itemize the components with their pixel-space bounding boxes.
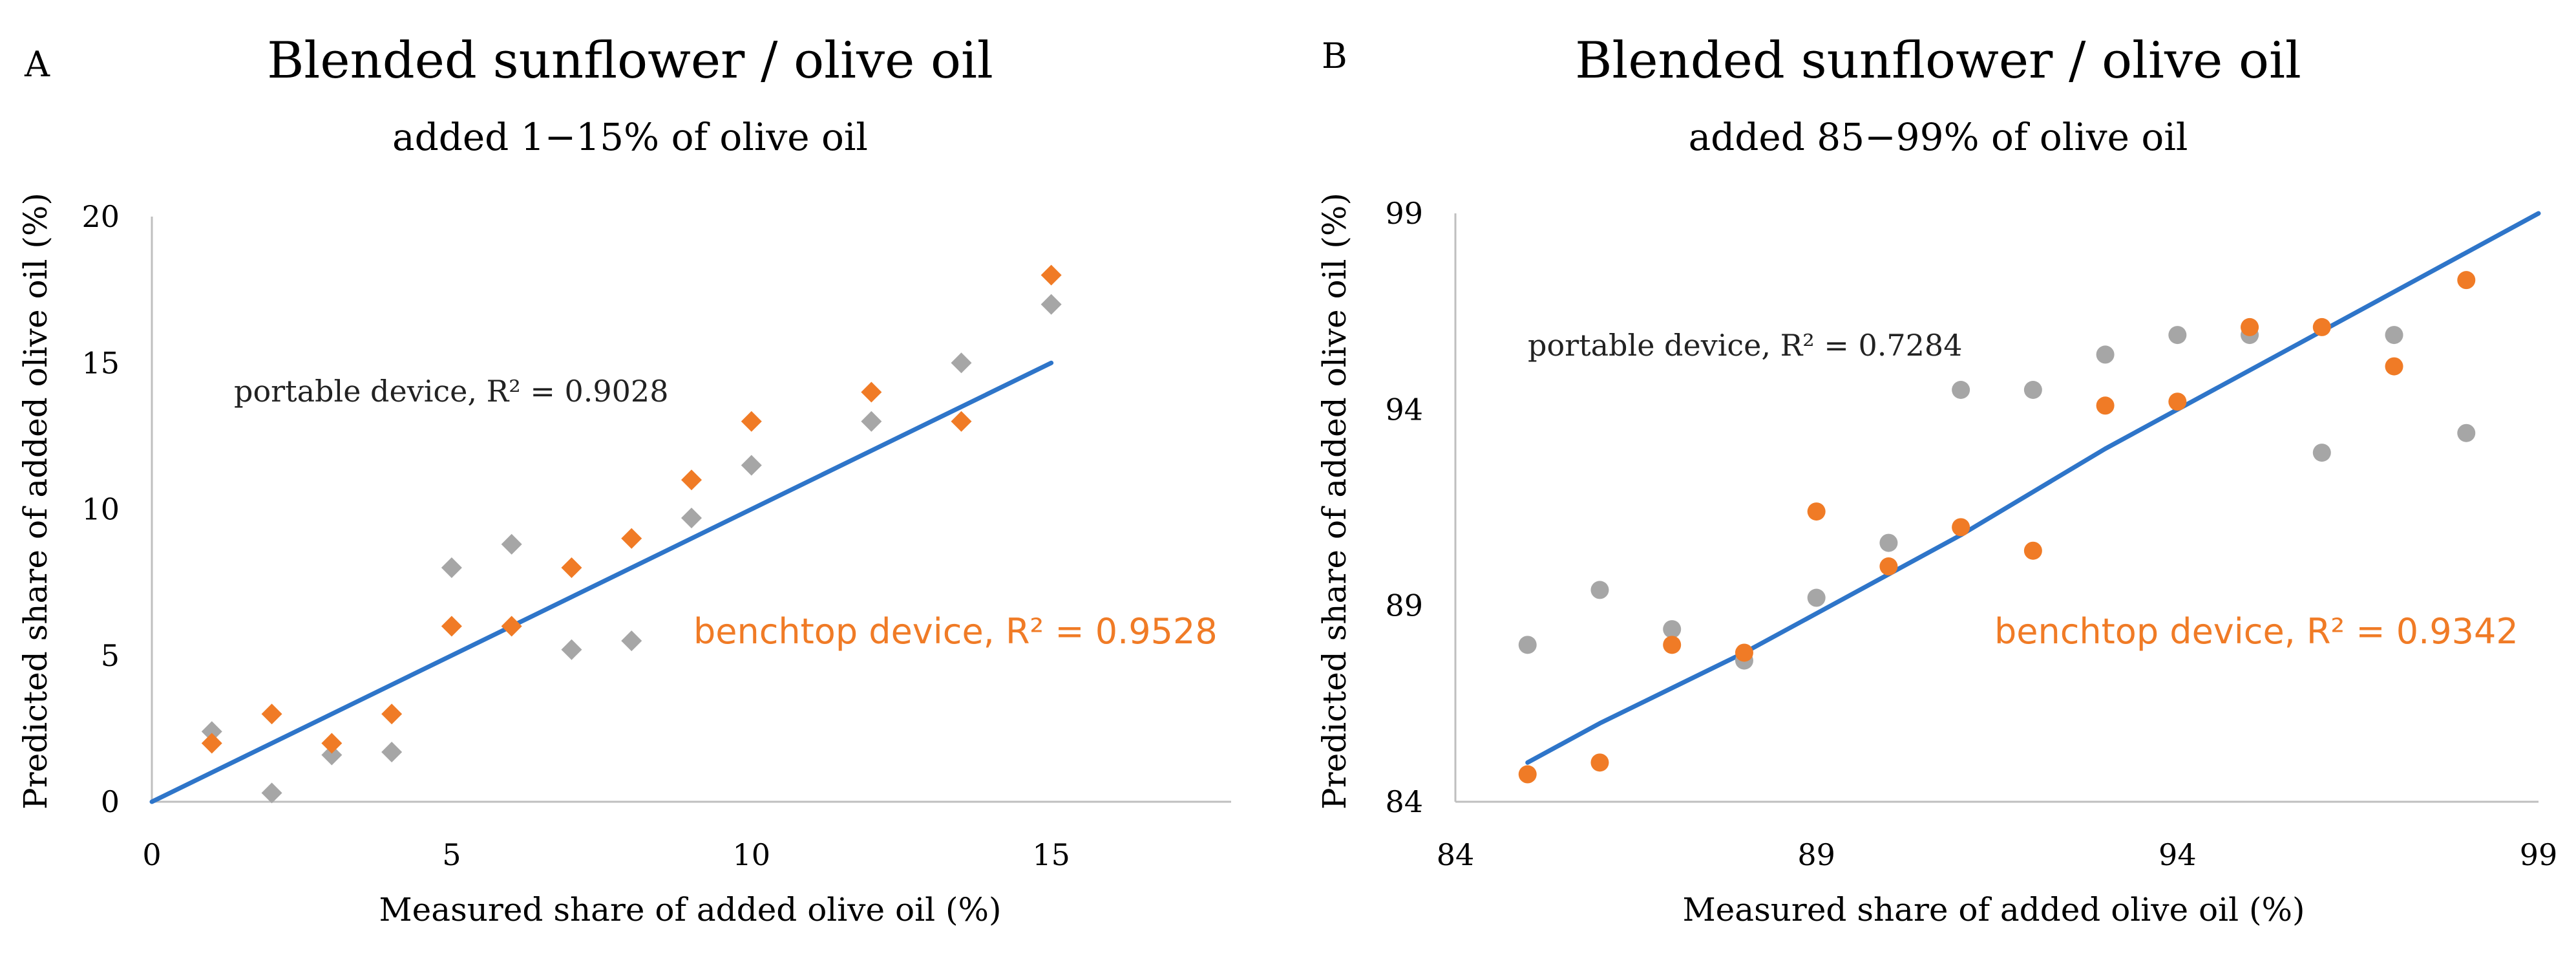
chart-b-benchtop-point: [1663, 636, 1682, 654]
chart-a-portable-point: [321, 744, 343, 766]
chart-b-y-tick-label: 94: [1385, 392, 1423, 427]
panel-letter-b: B: [1322, 36, 1347, 76]
chart-b-benchtop-point: [2457, 271, 2476, 290]
chart-b-subtitle: added 85−99% of olive oil: [1689, 115, 2188, 159]
chart-b-portable-point: [2385, 326, 2403, 345]
chart-a-benchtop-point: [261, 703, 282, 725]
chart-a-portable-point: [261, 782, 282, 804]
chart-b-x-axis-label: Measured share of added olive oil (%): [1682, 891, 2305, 928]
chart-b-portable-point: [1879, 533, 1898, 552]
chart-a-x-tick-label: 10: [733, 837, 771, 872]
chart-a-subtitle: added 1−15% of olive oil: [392, 115, 868, 159]
chart-b-portable-point: [1518, 636, 1537, 654]
chart-a-x-tick-label: 15: [1032, 837, 1070, 872]
chart-b-title: Blended sunflower / olive oil: [1575, 32, 2301, 90]
chart-a-portable-point: [1040, 294, 1062, 315]
chart-b-portable-point: [1952, 381, 1970, 399]
chart-a-benchtop-point: [861, 381, 882, 403]
chart-a-portable-point: [201, 721, 222, 742]
chart-b-benchtop-point: [2023, 541, 2042, 560]
chart-a-y-tick-label: 0: [101, 784, 120, 819]
chart-a-portable-point: [681, 508, 702, 529]
chart-b-benchtop-point: [2168, 392, 2187, 411]
chart-a-portable-point: [951, 352, 972, 374]
chart-b-portable-series: [1518, 326, 2476, 670]
chart-a-y-tick-label: 20: [81, 199, 120, 234]
chart-a-x-axis-label: Measured share of added olive oil (%): [379, 891, 1001, 928]
chart-a-y-axis-label: Predicted share of added olive oil (%): [17, 193, 54, 810]
chart-a-portable-annotation: portable device, R² = 0.9028: [234, 374, 668, 409]
chart-a-benchtop-point: [951, 411, 972, 432]
chart-a-y-tick-label: 5: [101, 638, 120, 673]
chart-b-y-axis-label: Predicted share of added olive oil (%): [1316, 193, 1353, 810]
chart-b-portable-point: [2023, 381, 2042, 399]
chart-a-benchtop-point: [501, 616, 522, 637]
chart-b-y-tick-label: 99: [1385, 196, 1423, 231]
chart-b-y-tick-label: 84: [1385, 784, 1423, 819]
panel-letter-a: A: [24, 44, 50, 85]
chart-a-portable-point: [561, 639, 582, 660]
chart-b-x-tick-label: 84: [1437, 837, 1475, 872]
chart-a-portable-point: [381, 742, 403, 763]
chart-a-benchtop-series: [201, 264, 1062, 754]
chart-a-benchtop-point: [321, 733, 343, 754]
chart-b-svg: B Blended sunflower / olive oil added 85…: [1316, 32, 2558, 928]
chart-a-portable-point: [501, 533, 522, 555]
chart-a-benchtop-point: [741, 411, 762, 432]
chart-b-benchtop-annotation: benchtop device, R² = 0.9342: [1994, 611, 2518, 652]
chart-a-portable-point: [621, 630, 642, 652]
chart-a-benchtop-point: [441, 616, 462, 637]
chart-b-benchtop-point: [1952, 518, 1970, 537]
chart-b-benchtop-point: [1590, 753, 1609, 772]
chart-a-x-tick-label: 0: [142, 837, 161, 872]
chart-b-portable-point: [1663, 620, 1682, 639]
chart-a-portable-point: [861, 411, 882, 432]
chart-b-benchtop-point: [2241, 317, 2259, 336]
chart-a-benchtop-point: [1040, 264, 1062, 286]
chart-b-portable-point: [2096, 345, 2115, 364]
chart-b-x-ticks: 84 89 94 99: [1437, 837, 2558, 872]
chart-b-benchtop-point: [2312, 317, 2331, 336]
chart-b-portable-point: [2457, 424, 2476, 442]
chart-a-benchtop-point: [621, 528, 642, 549]
chart-a-x-ticks: 0 5 10 15: [142, 837, 1070, 872]
chart-a-portable-series: [201, 294, 1062, 804]
chart-b-benchtop-point: [1879, 557, 1898, 575]
chart-a-benchtop-point: [381, 703, 403, 725]
chart-b-portable-point: [1807, 588, 1826, 607]
chart-a-benchtop-point: [561, 557, 582, 578]
chart-b-portable-point: [2168, 326, 2187, 345]
chart-b-benchtop-point: [1735, 643, 1753, 662]
chart-b-benchtop-point: [1518, 765, 1537, 784]
chart-b-x-tick-label: 94: [2159, 837, 2197, 872]
chart-a-trendline: [149, 360, 1054, 804]
chart-a-svg: A Blended sunflower / olive oil added 1−…: [17, 32, 1231, 928]
chart-b-benchtop-point: [2096, 396, 2115, 415]
chart-b-x-tick-label: 89: [1797, 837, 1835, 872]
chart-a-title: Blended sunflower / olive oil: [267, 32, 993, 90]
chart-a-y-ticks: 0 5 10 15 20: [81, 199, 120, 819]
chart-a-x-tick-label: 5: [442, 837, 461, 872]
chart-b-trendline: [1525, 211, 2541, 765]
chart-a-y-tick-label: 10: [81, 492, 120, 527]
chart-b-portable-point: [1590, 581, 1609, 599]
chart-panel-b: B Blended sunflower / olive oil added 85…: [1288, 0, 2576, 955]
chart-a-benchtop-point: [201, 733, 222, 754]
chart-b-y-tick-label: 89: [1385, 588, 1423, 623]
chart-b-benchtop-series: [1518, 271, 2476, 784]
chart-b-portable-annotation: portable device, R² = 0.7284: [1528, 328, 1962, 363]
chart-a-portable-point: [741, 455, 762, 476]
chart-b-y-ticks: 84 89 94 99: [1385, 196, 1423, 819]
chart-b-x-tick-label: 99: [2520, 837, 2558, 872]
chart-panel-a: A Blended sunflower / olive oil added 1−…: [17, 32, 1231, 928]
chart-b-portable-point: [2312, 444, 2331, 462]
chart-a-benchtop-point: [681, 469, 702, 491]
chart-a-benchtop-annotation: benchtop device, R² = 0.9528: [693, 611, 1218, 652]
chart-a-y-tick-label: 15: [81, 345, 120, 380]
chart-b-benchtop-point: [2385, 357, 2403, 376]
chart-b-benchtop-point: [1807, 502, 1826, 521]
chart-a-portable-point: [441, 557, 462, 578]
